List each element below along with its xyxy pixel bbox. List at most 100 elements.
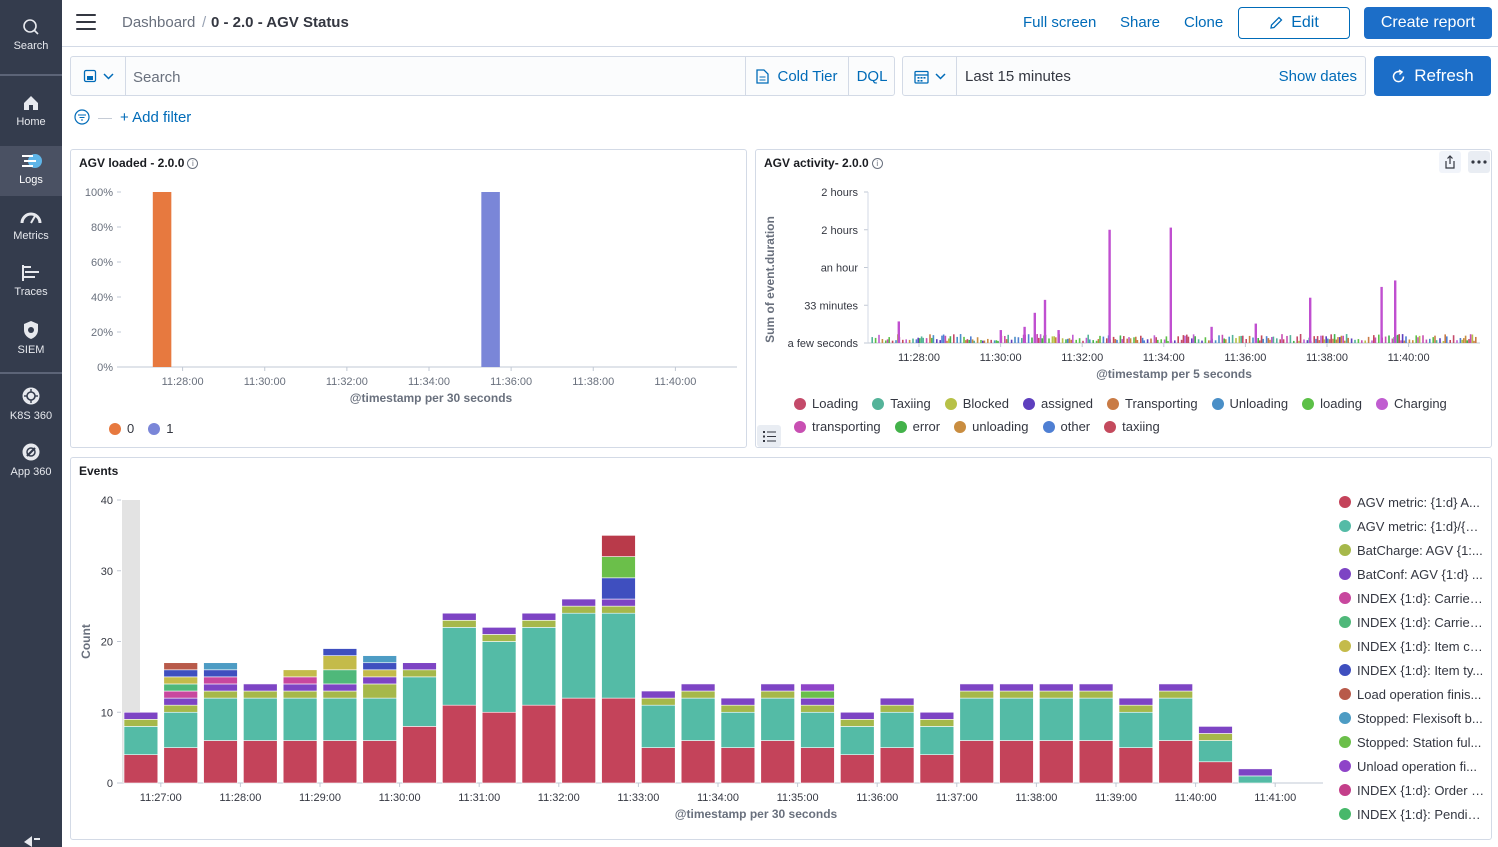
legend-swatch [1339, 784, 1351, 796]
legend-item[interactable]: AGV metric: {1:d} A... [1339, 490, 1489, 514]
activity-bar [919, 338, 921, 343]
show-dates-link[interactable]: Show dates [1278, 68, 1357, 85]
legend-item[interactable]: BatConf: AGV {1:d} ... [1339, 562, 1489, 586]
legend-item[interactable]: unloading [954, 419, 1029, 434]
saved-query-button[interactable] [71, 57, 126, 95]
legend-item[interactable]: Blocked [944, 396, 1009, 411]
legend-item[interactable]: BatCharge: AGV {1:... [1339, 538, 1489, 562]
activity-bar [1167, 340, 1169, 343]
create-report-button[interactable]: Create report [1364, 7, 1492, 39]
collapse-icon[interactable] [22, 834, 40, 847]
rail-item-traces[interactable]: Traces [0, 264, 62, 320]
rail-item-metrics[interactable]: Metrics [0, 208, 62, 264]
x-tick-label: 11:41:00 [1254, 792, 1296, 804]
stacked-bar-segment [680, 683, 716, 692]
dql-toggle[interactable]: DQL [856, 68, 888, 85]
legend-item[interactable]: INDEX {1:d}: Item ty... [1339, 658, 1489, 682]
activity-bar [1235, 338, 1237, 343]
activity-bar [1204, 337, 1207, 343]
legend-item[interactable]: Unload operation fi... [1339, 754, 1489, 778]
info-icon[interactable]: i [187, 157, 199, 169]
activity-bar [1289, 335, 1292, 343]
legend-swatch [794, 420, 806, 433]
activity-bar [1119, 335, 1122, 343]
legend-item[interactable]: Taxiing [872, 396, 931, 411]
info-icon[interactable]: i [871, 157, 883, 169]
filter-icon[interactable] [74, 109, 90, 125]
legend-swatch [1211, 397, 1224, 410]
rail-item-k8s[interactable]: K8S 360 [0, 386, 62, 442]
legend-item[interactable]: loading [1302, 396, 1362, 411]
legend-item[interactable]: INDEX {1:d}: Carrier ... [1339, 586, 1489, 610]
cold-tier-button[interactable]: Cold Tier [745, 57, 849, 95]
stacked-bar-segment [402, 726, 437, 784]
legend-item[interactable]: error [894, 419, 940, 434]
legend-item[interactable]: Transporting [1107, 396, 1198, 411]
legend-item[interactable]: taxiing [1104, 419, 1160, 434]
activity-bar [983, 340, 986, 343]
legend-swatch [794, 397, 806, 410]
legend-toggle-icon[interactable] [757, 425, 781, 447]
legend-item[interactable]: INDEX {1:d}: Order c... [1339, 778, 1489, 802]
legend-item[interactable]: INDEX {1:d}: Pendin... [1339, 802, 1489, 826]
activity-bar [1298, 340, 1300, 343]
legend-label: assigned [1041, 396, 1094, 411]
share-link[interactable]: Share [1120, 14, 1161, 31]
legend-item[interactable]: INDEX {1:d}: Carrier ... [1339, 610, 1489, 634]
stacked-bar-segment [641, 697, 676, 706]
panel-options-icon[interactable] [1468, 151, 1490, 173]
legend-item[interactable]: other [1042, 419, 1090, 434]
rail-item-home[interactable]: Home [0, 94, 62, 150]
legend-item[interactable]: Charging [1376, 396, 1447, 411]
search-input[interactable]: Search [133, 69, 181, 86]
legend-item[interactable]: Stopped: Flexisoft b... [1339, 706, 1489, 730]
rail-item-logs[interactable]: Logs [0, 146, 62, 196]
rail-label: Logs [19, 174, 43, 186]
legend-item[interactable]: 1 [148, 421, 173, 436]
stacked-bar-segment [402, 669, 437, 678]
menu-icon[interactable] [76, 14, 96, 32]
legend-item[interactable]: Unloading [1211, 396, 1288, 411]
legend-item[interactable]: Stopped: Station ful... [1339, 730, 1489, 754]
add-filter-link[interactable]: + Add filter [120, 108, 192, 126]
full-screen-link[interactable]: Full screen [1023, 14, 1097, 31]
rail-item-search[interactable]: Search [0, 18, 62, 74]
legend: Loading Taxiing Blocked assigned Transportin… [794, 396, 1484, 434]
legend-item[interactable]: Load operation finis... [1339, 682, 1489, 706]
activity-bar [1262, 338, 1264, 343]
stacked-bar-segment [561, 605, 596, 614]
stacked-bar-segment [1078, 740, 1114, 784]
breadcrumb-dashboard[interactable]: Dashboard [122, 14, 196, 31]
refresh-button[interactable]: Refresh [1374, 56, 1491, 96]
rail-label: App 360 [10, 466, 52, 478]
activity-bar [1140, 335, 1142, 343]
stacked-bar-segment [243, 697, 278, 741]
clone-link[interactable]: Clone [1184, 14, 1224, 31]
activity-bar [1067, 338, 1069, 343]
search-icon [23, 19, 39, 35]
activity-bar [871, 337, 873, 343]
stacked-bar-segment [521, 627, 557, 706]
stacked-bar-segment [840, 719, 875, 727]
stacked-bar-segment [800, 683, 835, 692]
legend-item[interactable]: assigned [1023, 396, 1093, 411]
time-range-value[interactable]: Last 15 minutes [965, 68, 1071, 85]
panel-title-text: AGV activity- 2.0.0 [764, 156, 869, 170]
quick-menu-button[interactable] [903, 57, 957, 95]
legend-item[interactable]: INDEX {1:d}: Item ca... [1339, 634, 1489, 658]
activity-bar [1461, 339, 1463, 343]
rail-item-app[interactable]: App 360 [0, 442, 62, 498]
activity-bar [1435, 340, 1438, 343]
share-panel-icon[interactable] [1439, 151, 1461, 173]
legend-swatch [872, 397, 885, 410]
legend-item[interactable]: 0 [109, 421, 134, 436]
legend-swatch [1376, 397, 1389, 410]
legend-label: AGV metric: {1:d}/{2:... [1357, 518, 1485, 534]
rail-item-siem[interactable]: SIEM [0, 320, 62, 376]
legend-item[interactable]: transporting [794, 419, 881, 434]
legend-item[interactable]: Loading [794, 396, 858, 411]
legend-item[interactable]: AGV metric: {1:d}/{2:... [1339, 514, 1489, 538]
edit-button[interactable]: Edit [1238, 7, 1350, 39]
legend-swatch [1339, 520, 1351, 532]
stacked-bar-segment [1158, 740, 1193, 784]
